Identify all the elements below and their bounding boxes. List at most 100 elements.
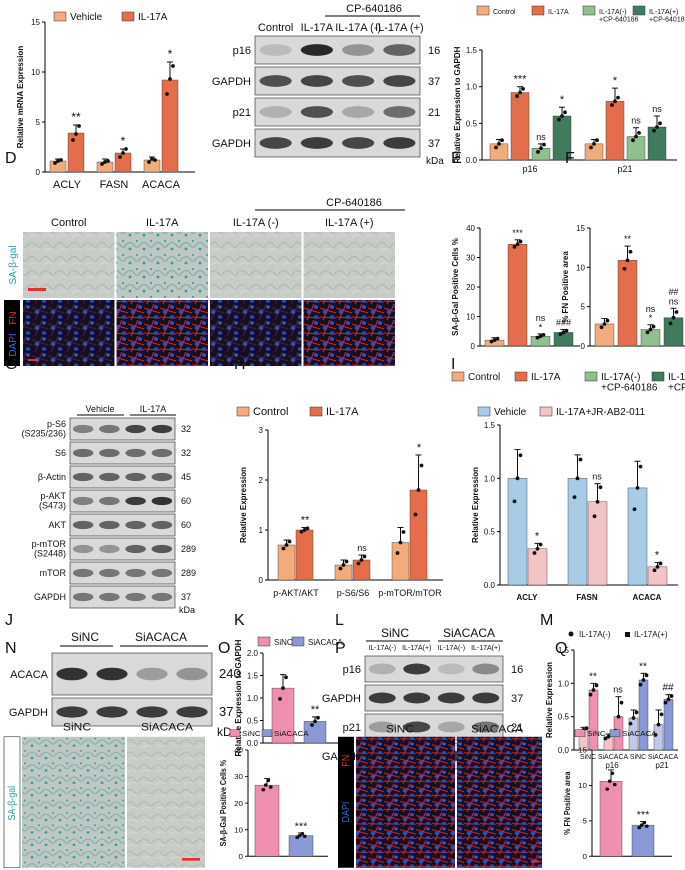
panel-g-blot-7-band <box>125 592 146 602</box>
panel-g-row-label: AKT <box>48 520 66 530</box>
panel-a-point <box>165 92 169 96</box>
panel-h-point <box>359 558 364 562</box>
panel-e-sig: *** <box>512 228 523 238</box>
panel-g-blot-2 <box>69 465 176 489</box>
panel-ef-legend-3-label: IL-17A(+)+CP-640186 <box>668 372 685 394</box>
panel-b-blot-2-band <box>259 106 292 118</box>
panel-i-legend-inhibitor-swatch <box>539 406 553 417</box>
panel-c-bar <box>584 143 604 161</box>
panel-i-point <box>655 564 660 569</box>
panel-h-point <box>302 528 307 532</box>
panel-c-legend-0-label: Control <box>493 9 516 16</box>
panel-g-blot-5-band <box>125 544 146 554</box>
panel-c-bar <box>489 143 509 161</box>
panel-m-point <box>666 697 671 702</box>
panel-d-fn-image <box>116 300 208 366</box>
panel-q-bar <box>631 824 655 857</box>
panel-ef-legend-0-swatch <box>451 371 465 382</box>
panel-c-point <box>616 95 620 100</box>
panel-c-ylabel: Relative Expression to GAPDH <box>453 46 462 163</box>
panel-h-bar <box>352 559 371 581</box>
panel-e-point <box>535 335 540 340</box>
panel-g-blot-7-band <box>151 592 173 602</box>
panel-b-blot-2-band <box>383 106 416 118</box>
panel-m-point <box>634 710 639 715</box>
panel-d-row-label-box <box>4 232 20 298</box>
panel-e-point <box>512 244 517 249</box>
panel-j-row-label: GAPDH <box>9 707 48 719</box>
panel-m-point <box>663 700 668 705</box>
panel-n-row-label: SA-β-gal <box>7 786 19 821</box>
panel-h-point <box>341 563 346 567</box>
panel-c-sig: * <box>560 94 565 106</box>
panel-letter: K <box>234 612 245 629</box>
panel-k-tick-label: 0.5 <box>247 717 259 726</box>
panel-e-point <box>515 242 520 247</box>
panel-o-bar-point <box>266 778 271 783</box>
panel-d-sagal-image <box>210 232 302 298</box>
panel-c-point <box>494 145 498 150</box>
panel-c-bar <box>605 101 625 161</box>
panel-a-ylabel: Relative mRNA Expression <box>16 46 25 149</box>
panel-h-ylabel: Relative Expression <box>239 467 248 543</box>
panel-h-point <box>287 539 292 544</box>
panel-n-row-label-box <box>3 736 21 869</box>
panel-o-bar-point <box>263 783 268 787</box>
panel-l-blot-2-band <box>472 721 500 733</box>
panel-i-point <box>638 464 643 469</box>
panel-f-point <box>622 266 627 271</box>
panel-f-point <box>602 322 607 326</box>
panel-d-header: CP-640186 <box>326 197 382 209</box>
panel-g-blot-3-band <box>99 496 120 506</box>
panel-g-blot-7 <box>69 585 176 609</box>
panel-i-legend-inhibitor-label: IL-17A+JR-AB2-011 <box>556 407 645 418</box>
panel-a-point <box>56 159 60 163</box>
panel-q-bar-point <box>637 825 642 830</box>
panel-i-bar <box>627 487 648 586</box>
panel-l-blot-0-band <box>437 663 465 675</box>
panel-c-legend-2-swatch <box>582 5 596 16</box>
panel-h-sig: * <box>417 442 422 454</box>
panel-e-point <box>558 332 563 337</box>
panel-h-tick-label: 3 <box>259 426 264 435</box>
panel-m-ylabel: Relative Expression <box>545 662 554 738</box>
panel-d-sagal-image <box>303 232 395 298</box>
panel-c-point <box>497 141 501 146</box>
panel-l-lane-label: IL-17A(+) <box>471 645 500 652</box>
panel-a-tick-label: 10 <box>31 68 40 77</box>
panel-i-category: ACLY <box>516 593 538 602</box>
panel-j-kda: 37 <box>219 704 233 719</box>
panel-o-tick-label: 0 <box>239 852 243 860</box>
panel-i-legend-vehicle-swatch <box>477 406 491 417</box>
panel-b-blot-3-band <box>300 137 333 149</box>
panel-g-blot-1-band <box>151 448 173 458</box>
panel-d-row-label-dapi: DAPI <box>8 333 19 356</box>
panel-i-bar <box>527 548 548 586</box>
panel-f-point <box>674 310 679 314</box>
panel-l-blot-1-band <box>472 692 500 704</box>
panel-letter: H <box>234 356 246 373</box>
panel-o-ylabel: SA-β-Gal Positive Cells % <box>219 760 229 847</box>
panel-l-lane-label: IL-17A(+) <box>402 645 431 652</box>
panel-j-blot-1-band <box>176 706 208 718</box>
panel-e-tick-label: 40 <box>466 224 475 233</box>
panel-a-point <box>150 157 154 161</box>
panel-g-blot-5-band <box>151 544 173 554</box>
panel-a-bar <box>161 79 179 173</box>
panel-m-legend-label: IL-17A(+) <box>634 630 668 639</box>
panel-d-fn-image <box>210 300 302 366</box>
panel-a-category: FASN <box>100 179 129 191</box>
panel-a-legend-vehicle-swatch <box>53 11 67 22</box>
panel-g-blot-3-band <box>125 496 146 506</box>
panel-l-row-label: GAPDH <box>322 693 361 705</box>
panel-l-blot-2-band <box>368 721 396 733</box>
panel-g-kda: 37 <box>181 592 191 602</box>
panel-g-kda: 32 <box>181 424 191 434</box>
panel-q-tick-label: 5 <box>583 817 587 825</box>
panel-q-bar-point <box>605 787 610 791</box>
panel-l-blot-2-band <box>437 721 465 733</box>
scale-bar <box>28 359 38 361</box>
panel-c-legend-0-swatch <box>476 5 490 16</box>
panel-letter: L <box>335 612 344 629</box>
panel-b-row-label: p16 <box>233 45 251 57</box>
